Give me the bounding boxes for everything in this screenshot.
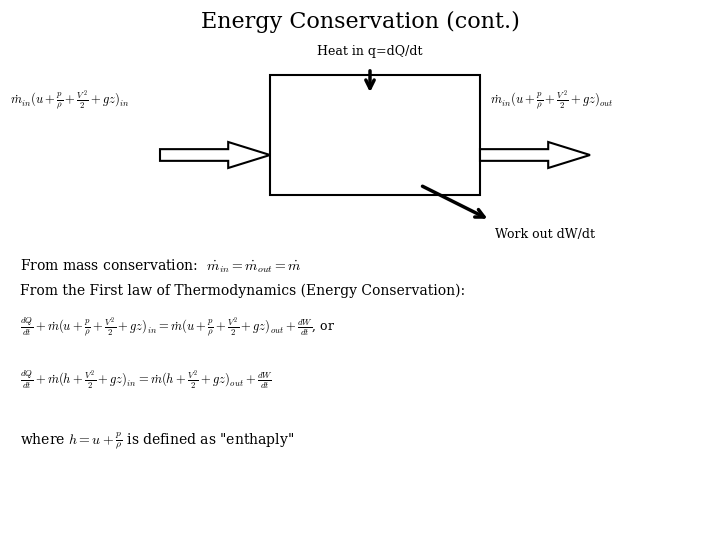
Text: $\dot{m}_{in}(u+\frac{p}{\rho}+\frac{V^2}{2}+gz)_{out}$: $\dot{m}_{in}(u+\frac{p}{\rho}+\frac{V^2… bbox=[490, 88, 613, 111]
Text: where $h = u + \frac{p}{\rho}$ is defined as "enthaply": where $h = u + \frac{p}{\rho}$ is define… bbox=[20, 430, 294, 451]
Text: From the First law of Thermodynamics (Energy Conservation):: From the First law of Thermodynamics (En… bbox=[20, 284, 465, 299]
Bar bbox=[270, 75, 480, 195]
FancyArrow shape bbox=[160, 142, 270, 168]
Text: Work out dW/dt: Work out dW/dt bbox=[495, 228, 595, 241]
Text: From mass conservation:  $\dot{m}_{in} = \dot{m}_{out} = \dot{m}$: From mass conservation: $\dot{m}_{in} = … bbox=[20, 258, 302, 275]
Text: Heat in q=dQ/dt: Heat in q=dQ/dt bbox=[318, 45, 423, 58]
FancyArrow shape bbox=[480, 142, 590, 168]
Text: $\frac{dQ}{dt}+\dot{m}(u+\frac{p}{\rho}+\frac{V^2}{2}+gz)_{in}=\dot{m}(u+\frac{p: $\frac{dQ}{dt}+\dot{m}(u+\frac{p}{\rho}+… bbox=[20, 316, 335, 339]
Text: Energy Conservation (cont.): Energy Conservation (cont.) bbox=[201, 11, 519, 33]
Text: $\frac{dQ}{dt}+\dot{m}(h+\frac{V^2}{2}+gz)_{in}=\dot{m}(h+\frac{V^2}{2}+gz)_{out: $\frac{dQ}{dt}+\dot{m}(h+\frac{V^2}{2}+g… bbox=[20, 368, 273, 390]
Text: $\dot{m}_{in}(u+\frac{p}{\rho}+\frac{V^2}{2}+gz)_{in}$: $\dot{m}_{in}(u+\frac{p}{\rho}+\frac{V^2… bbox=[10, 88, 130, 111]
